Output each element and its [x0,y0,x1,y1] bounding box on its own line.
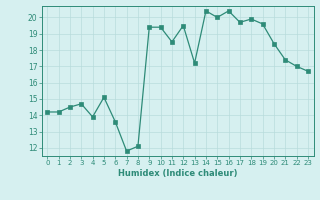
X-axis label: Humidex (Indice chaleur): Humidex (Indice chaleur) [118,169,237,178]
